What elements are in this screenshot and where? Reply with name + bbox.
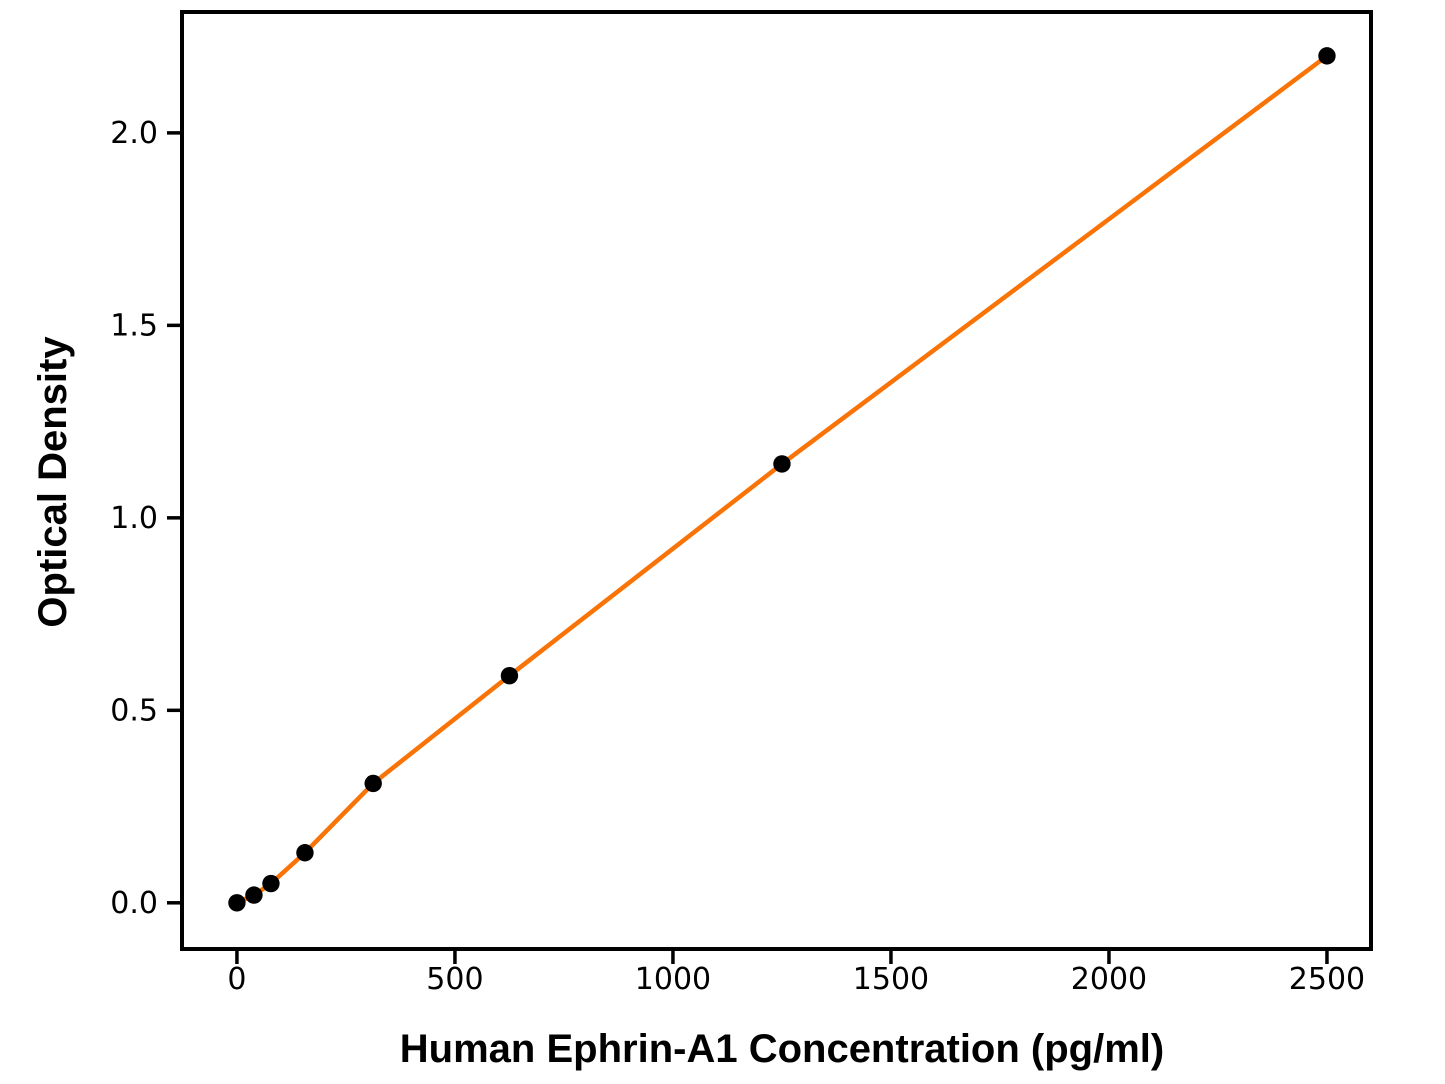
- data-point: [500, 666, 519, 685]
- x-tick-label: 2500: [1289, 962, 1365, 997]
- data-point: [245, 886, 263, 904]
- curve-series: [228, 47, 1336, 912]
- standard-curve-line: [234, 53, 1330, 906]
- x-tick-label: 0: [227, 962, 246, 997]
- y-axis-title: Optical Density: [31, 336, 75, 628]
- x-tick-label: 500: [426, 962, 483, 997]
- data-point: [262, 874, 280, 893]
- plot-frame: [180, 10, 1373, 951]
- y-axis-ticks: 0.0 0.5 1.0 1.5 2.0: [110, 116, 180, 921]
- y-tick-label: 1.5: [110, 308, 158, 343]
- data-point: [296, 844, 314, 862]
- data-point: [1318, 47, 1336, 65]
- x-tick-label: 2000: [1071, 962, 1147, 997]
- y-tick-label: 0.5: [110, 693, 158, 728]
- data-point: [364, 774, 382, 793]
- y-tick-label: 1.0: [110, 501, 158, 536]
- y-tick-label: 0.0: [110, 886, 158, 921]
- x-tick-label: 1500: [853, 962, 929, 997]
- y-tick-label: 2.0: [110, 116, 158, 151]
- x-axis-title: Human Ephrin-A1 Concentration (pg/ml): [400, 1027, 1164, 1071]
- x-axis-ticks: 0 500 1000 1500 2000 2500: [227, 951, 1365, 997]
- x-tick-label: 1000: [635, 962, 711, 997]
- data-point: [228, 894, 246, 912]
- plot-frame-group: [180, 10, 1373, 951]
- data-point: [773, 455, 791, 473]
